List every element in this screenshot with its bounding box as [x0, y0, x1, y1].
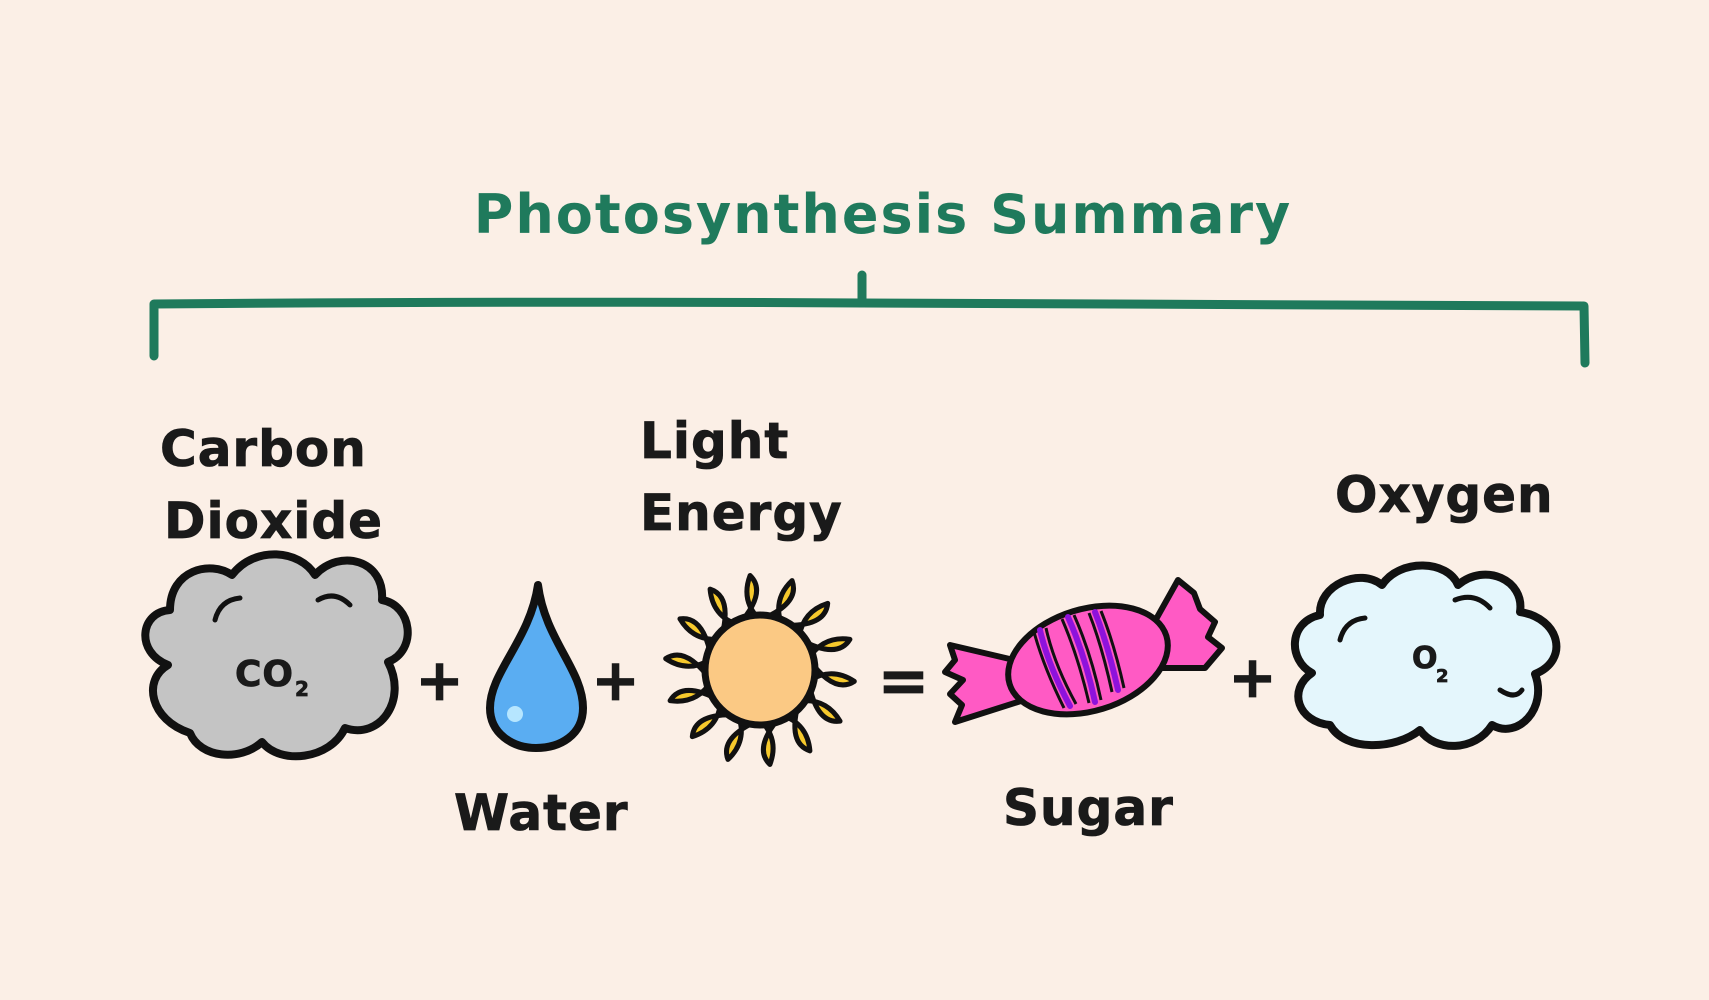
plus-sign: + — [415, 646, 465, 714]
summary-bracket — [149, 270, 1590, 368]
equals-sign: = — [878, 644, 931, 717]
label-carbon: Carbon — [160, 420, 367, 478]
label-light: Light — [640, 412, 789, 470]
o2-subscript: 2 — [1436, 666, 1450, 687]
candy-icon — [942, 577, 1225, 725]
plus-sign: + — [591, 646, 641, 714]
label-carbon-dioxide: Carbon Dioxide — [160, 420, 383, 551]
co2-formula: CO — [235, 654, 294, 695]
diagram-title: Photosynthesis Summary — [474, 183, 1292, 246]
o2-formula: O — [1412, 641, 1439, 676]
blue-cloud-icon: O 2 — [1291, 561, 1561, 750]
label-sugar: Sugar — [1003, 779, 1174, 837]
label-light-energy: Light Energy — [640, 412, 843, 543]
water-drop-icon — [486, 581, 587, 752]
label-oxygen: Oxygen — [1335, 466, 1554, 524]
label-energy: Energy — [640, 484, 843, 542]
co2-subscript: 2 — [295, 677, 310, 701]
plus-sign: + — [1228, 643, 1278, 711]
gray-cloud-icon: CO 2 — [141, 550, 412, 761]
sun-icon — [663, 573, 857, 767]
label-water: Water — [454, 784, 629, 842]
label-dioxide: Dioxide — [164, 492, 383, 550]
